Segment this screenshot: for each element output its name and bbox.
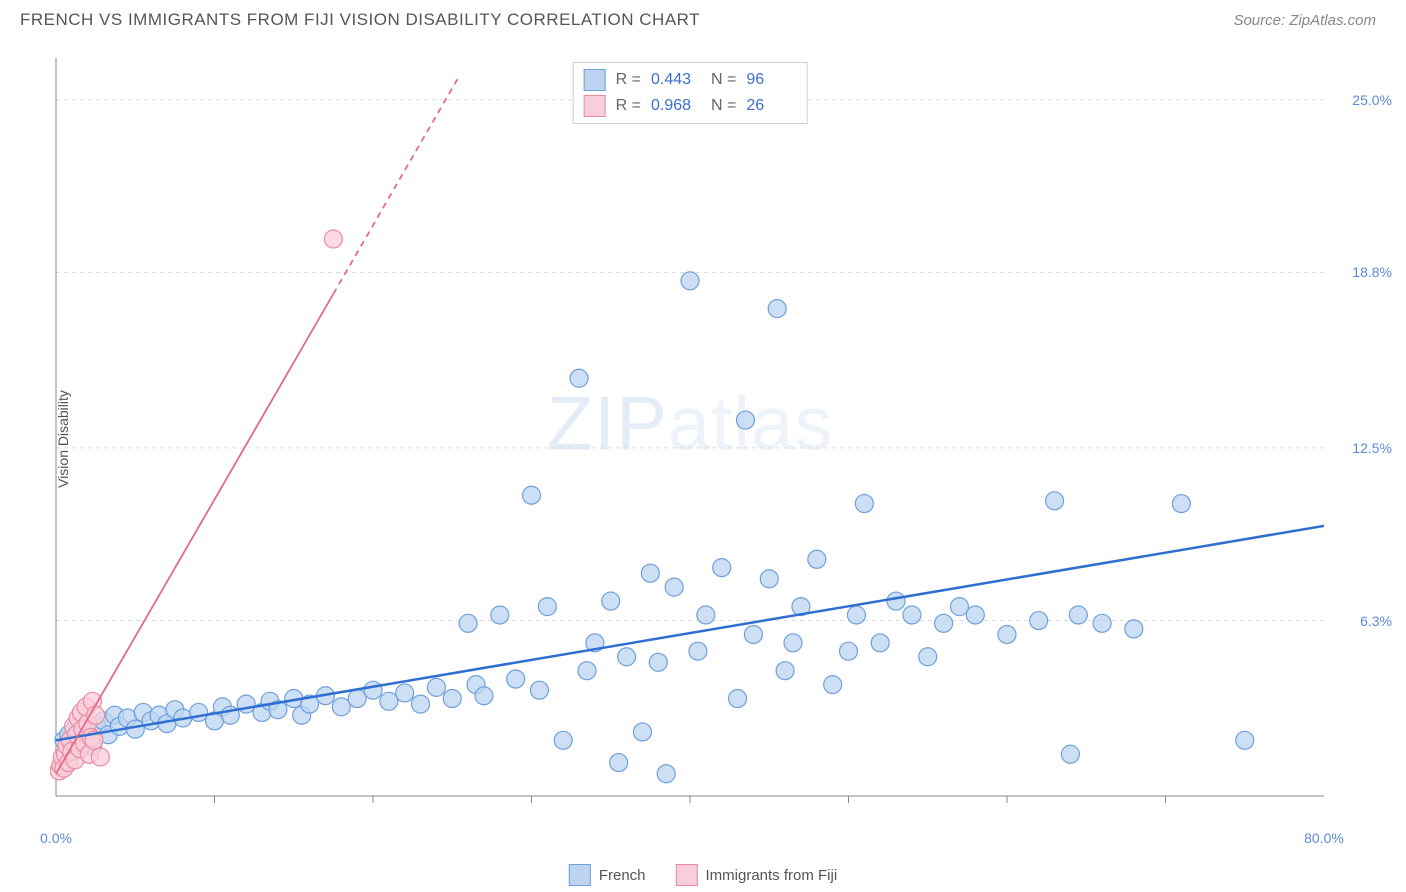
n-value: 96 <box>746 71 796 89</box>
bottom-legend: French Immigrants from Fiji <box>569 864 837 886</box>
y-axis-label: Vision Disability <box>55 390 71 488</box>
stats-row: R = 0.968 N = 26 <box>584 93 797 119</box>
r-value: 0.443 <box>651 71 701 89</box>
y-tick-label: 12.5% <box>1352 440 1392 456</box>
chart-source: Source: ZipAtlas.com <box>1233 12 1376 29</box>
r-label: R = <box>616 97 641 115</box>
y-tick-label: 6.3% <box>1360 613 1392 629</box>
r-label: R = <box>616 71 641 89</box>
legend-item: French <box>569 864 646 886</box>
y-tick-label: 18.8% <box>1352 264 1392 280</box>
legend-label: French <box>599 867 646 884</box>
r-value: 0.968 <box>651 97 701 115</box>
x-tick-label: 0.0% <box>40 830 72 846</box>
chart-title: FRENCH VS IMMIGRANTS FROM FIJI VISION DI… <box>20 10 700 30</box>
y-tick-label: 25.0% <box>1352 92 1392 108</box>
series-swatch <box>584 95 606 117</box>
legend-label: Immigrants from Fiji <box>706 867 838 884</box>
n-value: 26 <box>746 97 796 115</box>
x-tick-label: 80.0% <box>1304 830 1344 846</box>
series-swatch <box>676 864 698 886</box>
chart-header: FRENCH VS IMMIGRANTS FROM FIJI VISION DI… <box>0 0 1406 36</box>
scatter-plot <box>50 54 1330 824</box>
chart-area: ZIPatlas Vision Disability 6.3%12.5%18.8… <box>50 54 1330 824</box>
legend-item: Immigrants from Fiji <box>676 864 838 886</box>
series-swatch <box>569 864 591 886</box>
n-label: N = <box>711 71 736 89</box>
series-swatch <box>584 69 606 91</box>
stats-legend-box: R = 0.443 N = 96 R = 0.968 N = 26 <box>573 62 808 124</box>
stats-row: R = 0.443 N = 96 <box>584 67 797 93</box>
n-label: N = <box>711 97 736 115</box>
